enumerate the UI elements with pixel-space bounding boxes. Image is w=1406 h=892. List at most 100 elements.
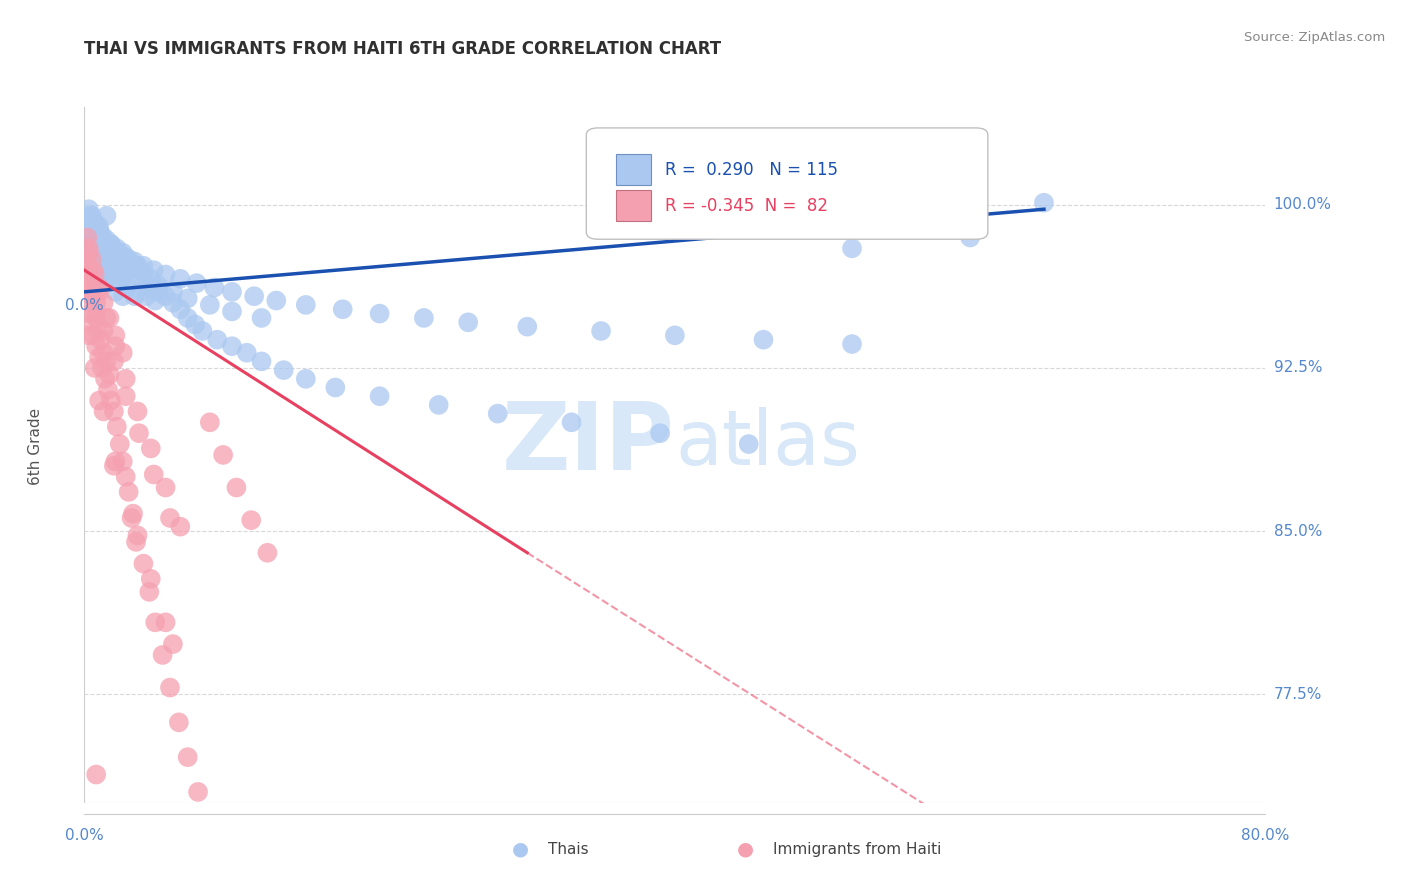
Point: [84, 767, 107, 781]
Point: [80, 252, 103, 267]
Point: [93, 295, 115, 310]
Text: 0.0%: 0.0%: [65, 828, 104, 843]
Point: [87, 280, 111, 294]
Point: [250, 354, 273, 368]
Point: [198, 298, 221, 312]
Point: [124, 289, 146, 303]
Text: 92.5%: 92.5%: [1274, 360, 1322, 376]
Point: [128, 426, 150, 441]
Point: [100, 237, 122, 252]
Point: [118, 484, 141, 499]
Point: [143, 615, 166, 630]
Point: [264, 293, 288, 308]
Point: [82, 263, 104, 277]
Point: [82, 263, 104, 277]
Text: 85.0%: 85.0%: [1274, 524, 1322, 539]
Point: [86, 324, 108, 338]
Point: [295, 298, 318, 312]
Point: [648, 426, 672, 441]
Point: [93, 404, 115, 418]
Point: [169, 272, 191, 286]
Point: [77, 213, 100, 227]
Point: [221, 285, 243, 299]
FancyBboxPatch shape: [616, 154, 651, 186]
Point: [591, 324, 613, 338]
Point: [98, 310, 121, 325]
Point: [97, 383, 120, 397]
Point: [121, 511, 143, 525]
Point: [167, 715, 190, 730]
Point: [112, 268, 135, 282]
Point: [103, 458, 125, 473]
Point: [177, 750, 200, 764]
Point: [80, 289, 103, 303]
Point: [104, 328, 127, 343]
Point: [76, 285, 98, 299]
Point: [91, 230, 114, 244]
Point: [79, 274, 101, 288]
Point: [135, 289, 157, 303]
Point: [114, 389, 136, 403]
Point: [82, 215, 104, 229]
Point: [427, 398, 450, 412]
Point: [114, 469, 136, 483]
Point: [80, 224, 103, 238]
Point: [198, 415, 221, 429]
Point: [96, 233, 118, 247]
Point: [77, 241, 100, 255]
Text: R = -0.345  N =  82: R = -0.345 N = 82: [665, 197, 828, 215]
Point: [104, 285, 127, 299]
Point: [90, 268, 112, 282]
Point: [202, 280, 225, 294]
Point: [205, 333, 228, 347]
Point: [125, 259, 148, 273]
Point: [177, 310, 200, 325]
Point: [235, 345, 259, 359]
Point: [96, 209, 118, 223]
Point: [84, 310, 107, 325]
Point: [76, 230, 98, 244]
Point: [413, 310, 436, 325]
Point: [103, 354, 125, 368]
Point: [127, 528, 149, 542]
Point: [132, 265, 155, 279]
Point: [77, 219, 100, 234]
Point: [79, 209, 101, 223]
Point: [457, 315, 479, 329]
Point: [111, 289, 134, 303]
Point: [105, 419, 128, 434]
Point: [159, 681, 181, 695]
Point: [87, 285, 111, 299]
Point: [93, 345, 115, 359]
Point: [111, 454, 134, 468]
Point: [125, 534, 148, 549]
Point: [169, 302, 191, 317]
Point: [77, 245, 100, 260]
Point: [221, 339, 243, 353]
Point: [1032, 195, 1054, 210]
Point: [90, 333, 112, 347]
Point: [87, 350, 111, 364]
Text: atlas: atlas: [675, 407, 859, 481]
Point: [84, 224, 107, 238]
Text: THAI VS IMMIGRANTS FROM HAITI 6TH GRADE CORRELATION CHART: THAI VS IMMIGRANTS FROM HAITI 6TH GRADE …: [84, 40, 721, 58]
Point: [138, 585, 160, 599]
Point: [93, 324, 115, 338]
Point: [84, 339, 107, 353]
Point: [76, 230, 98, 244]
Point: [76, 263, 98, 277]
Point: [738, 437, 761, 451]
Point: [295, 372, 318, 386]
Text: Thais: Thais: [548, 842, 589, 856]
Point: [100, 237, 122, 252]
Point: [104, 339, 127, 353]
Point: [118, 263, 141, 277]
Point: [83, 228, 105, 243]
Point: [87, 252, 111, 267]
Point: [98, 368, 121, 382]
Point: [243, 289, 266, 303]
Point: [186, 276, 208, 290]
Point: [83, 245, 105, 260]
Point: [121, 274, 143, 288]
Point: [114, 250, 136, 264]
